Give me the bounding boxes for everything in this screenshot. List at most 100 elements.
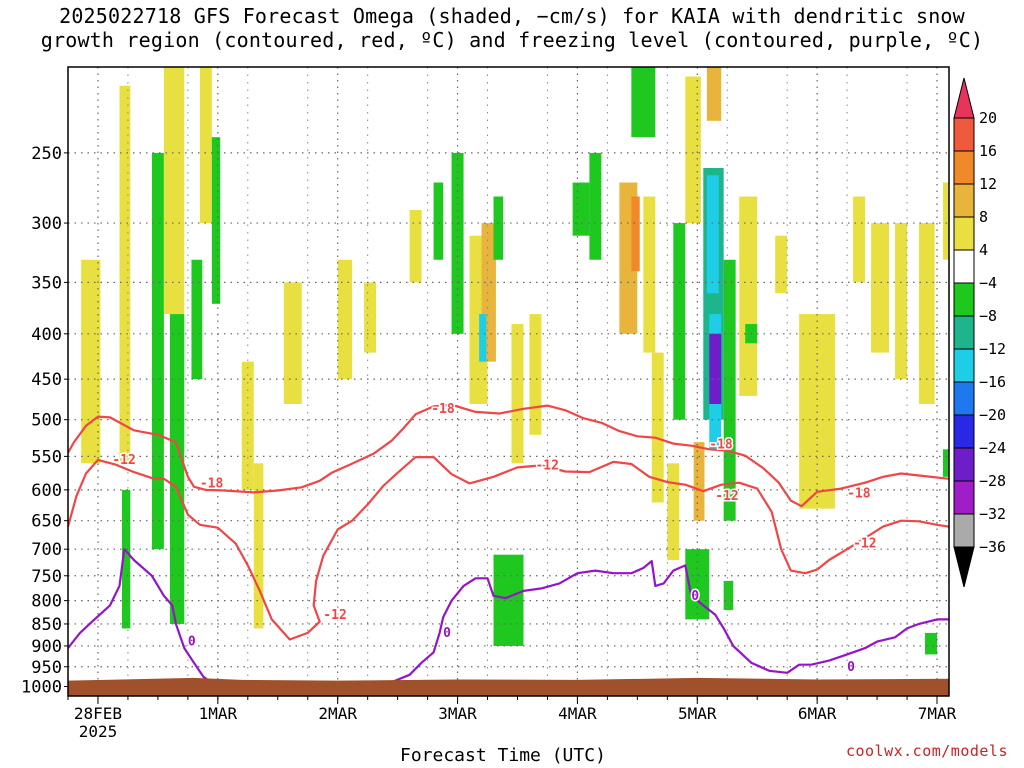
omega-cell [739, 196, 758, 396]
colorbar-swatch [953, 480, 975, 515]
colorbar-swatch [953, 216, 975, 251]
omega-cell [433, 182, 444, 260]
x-tick-label: 5MAR [678, 704, 717, 723]
x-axis-title: Forecast Time (UTC) [400, 745, 606, 766]
omega-cell [871, 223, 890, 353]
y-tick-label: 400 [31, 325, 62, 345]
y-tick-label: 250 [31, 144, 62, 164]
colorbar-swatch [953, 447, 975, 482]
contour-label: -18 [200, 476, 224, 491]
omega-cell [631, 196, 640, 272]
colorbar-swatch [953, 315, 975, 350]
chart-title-line-1: 2025022718 GFS Forecast Omega (shaded, −… [59, 4, 965, 28]
contour-line-0 [68, 548, 949, 688]
omega-cell [253, 463, 264, 629]
y-tick-label: 450 [31, 370, 62, 390]
chart-title: 2025022718 GFS Forecast Omega (shaded, −… [0, 4, 1024, 52]
omega-cell [775, 235, 788, 294]
omega-cell [119, 85, 131, 464]
y-tick-label: 950 [31, 658, 62, 678]
x-tick-label: 2MAR [318, 704, 357, 723]
omega-cell [651, 352, 664, 503]
y-tick-label: 800 [31, 592, 62, 612]
colorbar-top-arrow [953, 77, 975, 119]
omega-cell [685, 76, 701, 224]
omega-cell [283, 282, 302, 404]
omega-cell [685, 549, 710, 620]
omega-cell [121, 489, 131, 629]
omega-cell [479, 314, 487, 362]
y-tick-label: 850 [31, 615, 62, 635]
colorbar-label: −28 [979, 472, 1006, 490]
colorbar-label: 12 [979, 175, 997, 193]
omega-cell [925, 632, 938, 655]
omega-cell [709, 333, 722, 404]
contour-label: -12 [715, 489, 738, 504]
colorbar-swatch [953, 183, 975, 218]
omega-cell [631, 67, 656, 138]
omega-cell [211, 137, 221, 304]
omega-cell [853, 196, 866, 283]
colorbar-label: −4 [979, 274, 997, 292]
contours [68, 403, 949, 688]
omega-shading [81, 67, 949, 655]
x-tick-label: 3MAR [438, 704, 477, 723]
y-tick-label: 500 [31, 411, 62, 431]
colorbar-label: −24 [979, 439, 1006, 457]
y-axis: 2503003504004505005506006507007508008509… [21, 144, 68, 697]
contour-line-m12 [68, 456, 949, 641]
y-tick-label: 350 [31, 273, 62, 293]
colorbar-label: −8 [979, 307, 997, 325]
omega-cell [169, 314, 185, 624]
omega-cell [919, 223, 935, 404]
contour-label: -18 [431, 402, 455, 417]
y-tick-label: 900 [31, 637, 62, 657]
contour-label: -12 [112, 453, 135, 468]
omega-cell [493, 554, 524, 646]
omega-cell [895, 223, 908, 380]
omega-cell [163, 67, 185, 315]
x-tick-label: 7MAR [918, 704, 957, 723]
omega-cell [191, 259, 203, 380]
colorbar-label: 20 [979, 109, 997, 127]
contour-label: 0 [188, 635, 196, 650]
y-tick-label: 1000 [21, 677, 62, 697]
x-tick-label: 4MAR [558, 704, 597, 723]
omega-cell [589, 152, 602, 260]
omega-cell [529, 314, 542, 435]
colorbar-swatch [953, 348, 975, 383]
y-tick-label: 300 [31, 214, 62, 234]
omega-cell [706, 67, 722, 121]
omega-cell [364, 282, 377, 353]
colorbar-label: −16 [979, 373, 1006, 391]
y-tick-label: 550 [31, 447, 62, 467]
x-tick-label: 28FEB [74, 704, 122, 723]
omega-cell [572, 182, 590, 236]
omega-cell [81, 259, 101, 464]
terrain-fill [68, 677, 949, 696]
y-tick-label: 650 [31, 512, 62, 532]
x-tick-sublabel: 2025 [79, 722, 118, 741]
colorbar-bottom-arrow [953, 546, 975, 588]
colorbar-swatch [953, 117, 975, 152]
colorbar-swatch [953, 513, 975, 548]
y-tick-label: 700 [31, 540, 62, 560]
omega-cell [337, 259, 353, 380]
colorbar-label: −32 [979, 505, 1006, 523]
omega-cell [241, 361, 254, 490]
omega-cell [667, 463, 680, 561]
colorbar-label: −12 [979, 340, 1006, 358]
contour-line-m18 [68, 403, 949, 508]
colorbar-swatch [953, 381, 975, 416]
terrain-band [68, 677, 949, 696]
omega-cell [943, 182, 949, 260]
contour-label: 0 [847, 660, 855, 675]
colorbar-label: 8 [979, 208, 988, 226]
contour-label: 0 [691, 589, 699, 604]
omega-cell [723, 580, 734, 611]
watermark-link[interactable]: coolwx.com/models [845, 742, 1008, 760]
omega-cell [693, 442, 705, 521]
colorbar-swatch [953, 249, 975, 284]
colorbar-label: −20 [979, 406, 1006, 424]
